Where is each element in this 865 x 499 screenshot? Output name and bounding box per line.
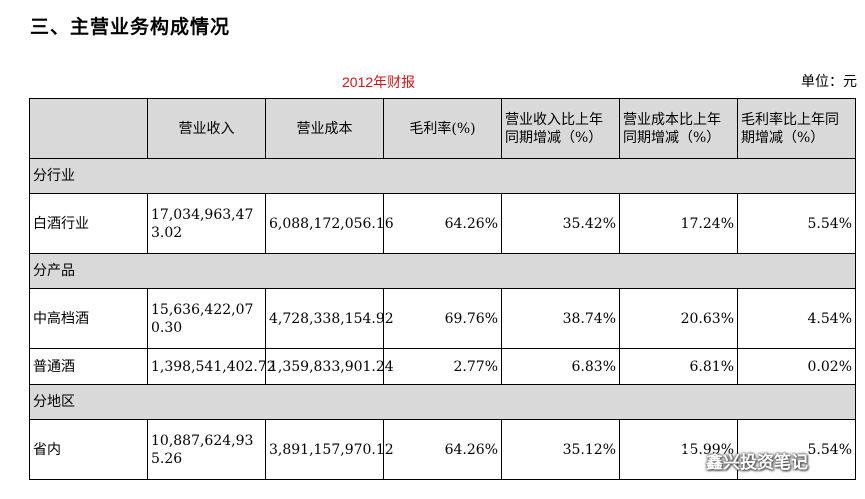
category-label: 分地区: [29, 384, 856, 420]
header-blank: [29, 98, 148, 159]
margin-cell: 64.26%: [383, 419, 502, 480]
revenue-cell: 10,887,624,935.26: [147, 419, 266, 480]
category-label: 分行业: [29, 158, 856, 194]
margin-cell: 2.77%: [383, 348, 502, 385]
revenue-change-cell: 6.83%: [501, 348, 620, 385]
revenue-cell: 15,636,422,070.30: [147, 288, 266, 349]
table-row: 普通酒 1,398,541,402.72 1,359,833,901.24 2.…: [29, 348, 856, 385]
cost-cell: 3,891,157,970.12: [265, 419, 394, 480]
cost-cell: 4,728,338,154.92: [265, 288, 394, 349]
header-cost-change: 营业成本比上年同期增减（%）: [619, 98, 738, 159]
watermark-text: 鑫兴投资笔记: [706, 452, 808, 473]
revenue-cell: 1,398,541,402.72: [147, 348, 276, 385]
cost-cell: 6,088,172,056.16: [265, 193, 394, 254]
cost-change-cell: 6.81%: [619, 348, 738, 385]
header-revenue: 营业收入: [147, 98, 266, 159]
table-row: 省内 10,887,624,935.26 3,891,157,970.12 64…: [29, 419, 856, 480]
unit-label: 单位：元: [801, 74, 857, 90]
header-revenue-change: 营业收入比上年同期增减（%）: [501, 98, 620, 159]
header-cost: 营业成本: [265, 98, 384, 159]
report-title: 2012年财报: [342, 74, 416, 90]
business-composition-table: 营业收入 营业成本 毛利率(%) 营业收入比上年同期增减（%） 营业成本比上年同…: [29, 98, 856, 480]
table-row: 白酒行业 17,034,963,473.02 6,088,172,056.16 …: [29, 193, 856, 254]
margin-change-cell: 5.54%: [737, 419, 856, 480]
revenue-change-cell: 35.42%: [501, 193, 620, 254]
table-header-row: 营业收入 营业成本 毛利率(%) 营业收入比上年同期增减（%） 营业成本比上年同…: [29, 98, 856, 159]
revenue-change-cell: 35.12%: [501, 419, 620, 480]
revenue-cell: 17,034,963,473.02: [147, 193, 266, 254]
cost-change-cell: 17.24%: [619, 193, 738, 254]
section-title: 三、主营业务构成情况: [30, 16, 231, 38]
header-margin: 毛利率(%): [383, 98, 502, 159]
margin-change-cell: 5.54%: [737, 193, 856, 254]
cost-change-cell: 20.63%: [619, 288, 738, 349]
margin-change-cell: 4.54%: [737, 288, 856, 349]
category-row: 分产品: [29, 253, 856, 289]
row-name: 白酒行业: [29, 193, 148, 254]
row-name: 中高档酒: [29, 288, 148, 349]
category-row: 分行业: [29, 158, 856, 194]
row-name: 省内: [29, 419, 148, 480]
row-name: 普通酒: [29, 348, 148, 385]
header-margin-change: 毛利率比上年同期增减（%）: [737, 98, 856, 159]
margin-cell: 69.76%: [383, 288, 502, 349]
revenue-change-cell: 38.74%: [501, 288, 620, 349]
wechat-icon: [673, 448, 699, 470]
margin-cell: 64.26%: [383, 193, 502, 254]
watermark: 鑫兴投资笔记: [672, 446, 808, 474]
table-row: 中高档酒 15,636,422,070.30 4,728,338,154.92 …: [29, 288, 856, 349]
category-row: 分地区: [29, 384, 856, 420]
cost-cell: 1,359,833,901.24: [265, 348, 394, 385]
category-label: 分产品: [29, 253, 856, 289]
margin-change-cell: 0.02%: [737, 348, 856, 385]
